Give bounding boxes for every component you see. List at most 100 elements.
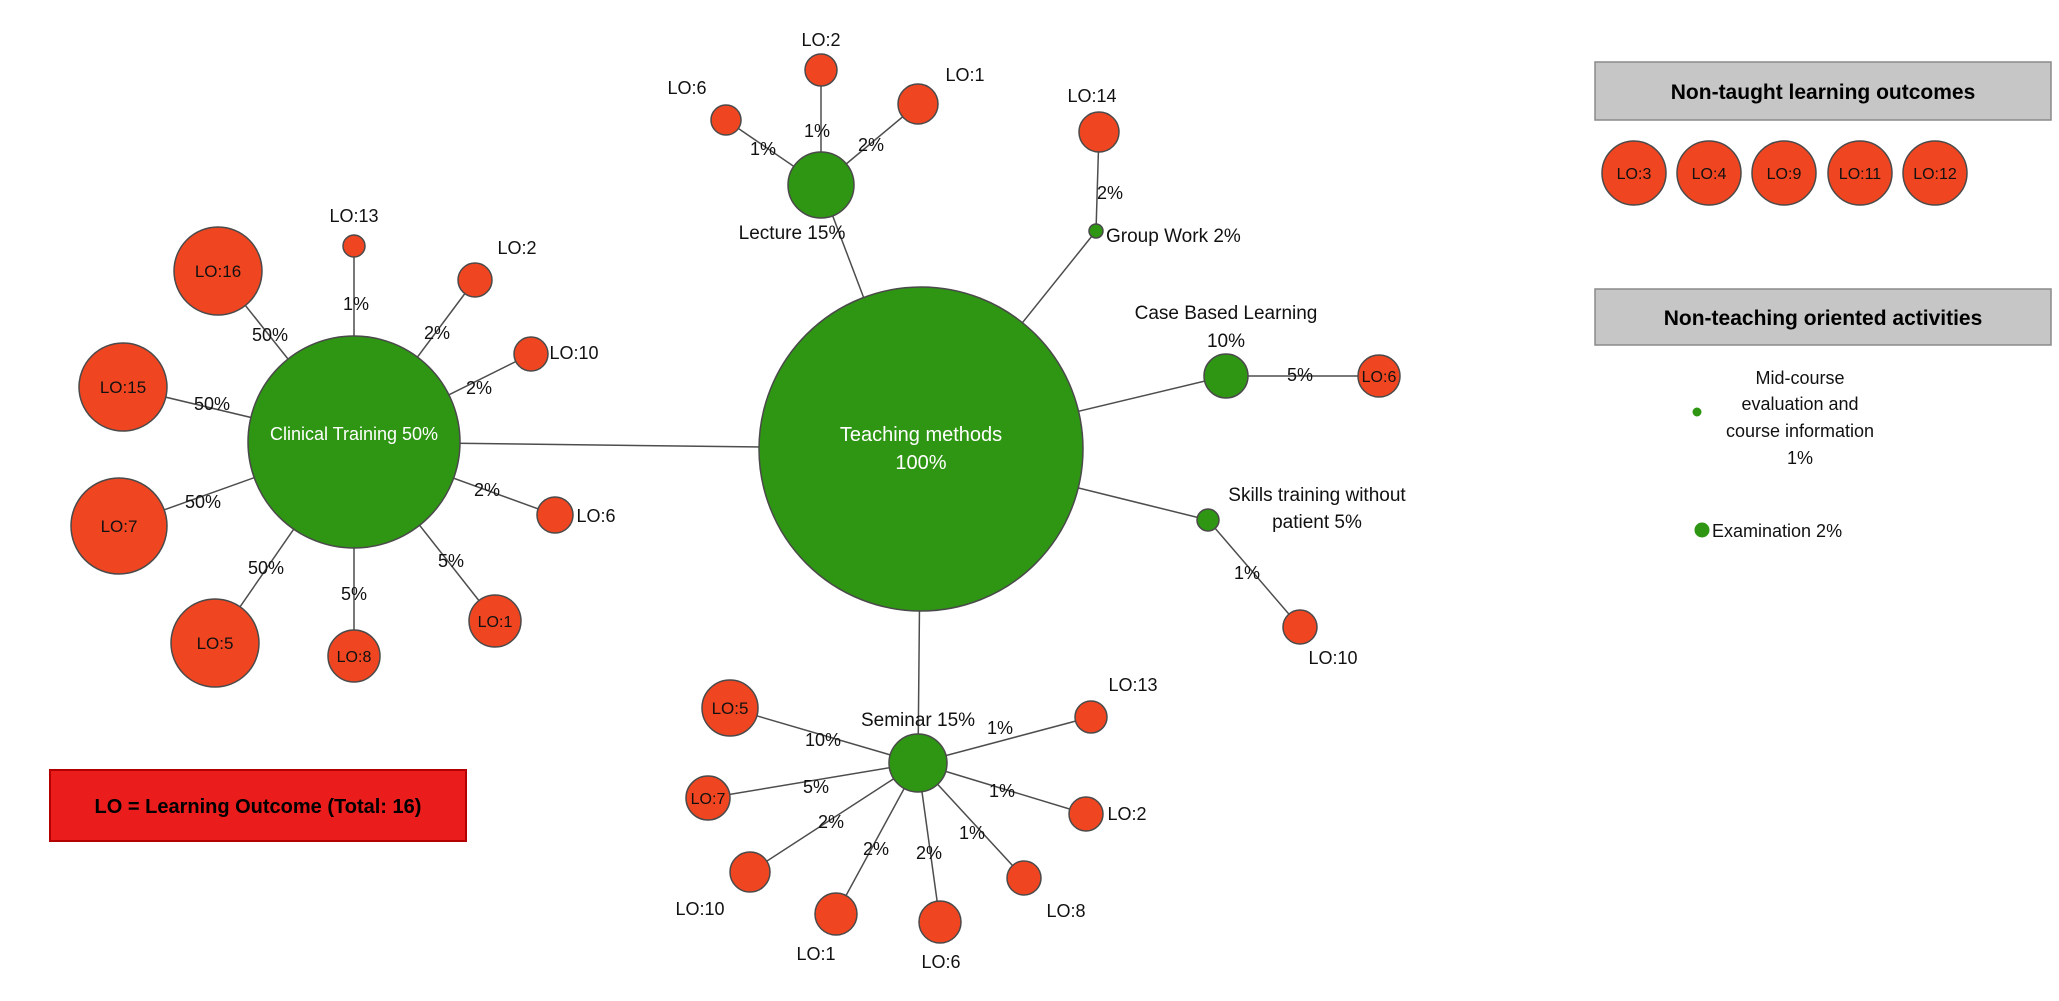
- edge-percentage-clinical-cl-lo13: 1%: [343, 294, 369, 314]
- edge-seminar-sem-lo5: [729, 707, 919, 764]
- node-label-clinical: Clinical Training 50%: [270, 424, 438, 444]
- edge-percentage-seminar-sem-lo1: 2%: [863, 839, 889, 859]
- edge-seminar-sem-lo13: [917, 716, 1092, 764]
- node-label-teaching: Teaching methods: [840, 424, 1002, 446]
- node-label-seminar: Seminar 15%: [861, 710, 975, 731]
- outcome-node-cl-lo10: [513, 336, 549, 372]
- outcome-node-cl-lo7: [70, 477, 168, 575]
- method-node-lecture: [787, 151, 855, 219]
- node-label-lec-lo6: LO:6: [667, 78, 706, 98]
- method-node-seminar: [888, 733, 948, 793]
- node-label-sem-lo10: LO:10: [675, 899, 724, 919]
- node-label-skills: patient 5%: [1272, 512, 1362, 533]
- outcome-node-sem-lo5: [701, 679, 759, 737]
- outcome-node-lec-lo2: [804, 53, 838, 87]
- node-label-cl-lo16: LO:16: [195, 262, 241, 281]
- activity-label-examination: Examination 2%: [1712, 521, 1842, 541]
- panel-outcome-node-LO:4: [1676, 140, 1742, 206]
- outcome-node-sem-lo7: [685, 775, 731, 821]
- outcome-node-sem-lo6: [918, 900, 962, 944]
- edge-percentage-groupwork-gw-lo14: 2%: [1097, 183, 1123, 203]
- edge-percentage-lecture-lec-lo6: 1%: [750, 139, 776, 159]
- activity-label-mid-course-evaluation: course information: [1726, 421, 1874, 441]
- edge-seminar-sem-lo7: [707, 762, 919, 799]
- node-label-cl-lo8: LO:8: [337, 649, 372, 666]
- edge-percentage-clinical-cl-lo8: 5%: [341, 584, 367, 604]
- panel-outcome-node-LO:9: [1751, 140, 1817, 206]
- edge-percentage-skills-sk-lo10: 1%: [1234, 563, 1260, 583]
- node-label-sem-lo13: LO:13: [1108, 675, 1157, 695]
- node-label-cl-lo5: LO:5: [197, 634, 234, 653]
- method-node-teaching: [758, 286, 1084, 612]
- node-label-cl-lo6: LO:6: [576, 506, 615, 526]
- legend-label: LO = Learning Outcome (Total: 16): [95, 796, 422, 818]
- node-label-cl-lo1: LO:1: [478, 614, 513, 631]
- edge-percentage-seminar-sem-lo10: 2%: [818, 812, 844, 832]
- panel-outcome-node-LO:11: [1827, 140, 1893, 206]
- panel-outcome-node-LO:12: [1902, 140, 1968, 206]
- panel-title-non-teaching: Non-teaching oriented activities: [1664, 307, 1983, 330]
- node-label-teaching: 100%: [895, 452, 946, 474]
- edge-percentage-seminar-sem-lo2: 1%: [989, 781, 1015, 801]
- activity-label-mid-course-evaluation: evaluation and: [1741, 394, 1858, 414]
- node-label-cl-lo13: LO:13: [329, 206, 378, 226]
- outcome-node-cl-lo8: [327, 629, 381, 683]
- edge-percentage-clinical-cl-lo1: 5%: [438, 551, 464, 571]
- node-label-cl-lo7: LO:7: [101, 517, 138, 536]
- method-node-cbl: [1203, 353, 1249, 399]
- node-label-lec-lo2: LO:2: [801, 30, 840, 50]
- edge-skills-sk-lo10: [1207, 519, 1301, 628]
- panel-outcome-label: LO:12: [1913, 166, 1957, 183]
- outcome-node-sem-lo8: [1006, 860, 1042, 896]
- panel-outcome-label: LO:4: [1692, 166, 1727, 183]
- node-label-cbl: Case Based Learning: [1135, 303, 1318, 324]
- edge-percentage-seminar-sem-lo5: 10%: [805, 730, 841, 750]
- edge-percentage-clinical-cl-lo2: 2%: [424, 323, 450, 343]
- node-label-lecture: Lecture 15%: [739, 223, 846, 244]
- activity-label-mid-course-evaluation: 1%: [1787, 448, 1813, 468]
- panel-title-non-taught: Non-taught learning outcomes: [1671, 81, 1976, 104]
- node-label-cl-lo15: LO:15: [100, 378, 146, 397]
- node-label-sem-lo5: LO:5: [712, 699, 749, 718]
- outcome-node-cbl-lo6: [1357, 354, 1401, 398]
- edge-percentage-clinical-cl-lo15: 50%: [194, 394, 230, 414]
- panel-header-non-teaching: [1594, 288, 2052, 346]
- outcome-node-sem-lo10: [729, 851, 771, 893]
- node-label-lec-lo1: LO:1: [945, 65, 984, 85]
- outcome-node-cl-lo1: [468, 594, 522, 648]
- outcome-node-cl-lo15: [78, 342, 168, 432]
- panel-outcome-label: LO:11: [1839, 166, 1882, 183]
- edge-percentage-seminar-sem-lo13: 1%: [987, 718, 1013, 738]
- edge-percentage-clinical-cl-lo6: 2%: [474, 480, 500, 500]
- node-label-gw-lo14: LO:14: [1067, 86, 1116, 106]
- legend-box: [49, 769, 467, 842]
- outcome-node-sem-lo13: [1074, 700, 1108, 734]
- activity-label-mid-course-evaluation: Mid-course: [1755, 368, 1844, 388]
- edge-percentage-clinical-cl-lo5: 50%: [248, 558, 284, 578]
- edge-percentage-clinical-cl-lo10: 2%: [466, 378, 492, 398]
- edge-percentage-seminar-sem-lo7: 5%: [803, 777, 829, 797]
- node-label-skills: Skills training without: [1228, 485, 1406, 506]
- panel-header-non-taught: [1594, 61, 2052, 121]
- outcome-node-sem-lo2: [1068, 796, 1104, 832]
- edge-percentage-seminar-sem-lo8: 1%: [959, 823, 985, 843]
- edge-percentage-cbl-cbl-lo6: 5%: [1287, 365, 1313, 385]
- panel-outcome-label: LO:9: [1767, 166, 1802, 183]
- node-label-cbl-lo6: LO:6: [1362, 369, 1397, 386]
- node-label-cl-lo2: LO:2: [497, 238, 536, 258]
- outcome-node-cl-lo2: [457, 262, 493, 298]
- panel-outcome-label: LO:3: [1617, 166, 1652, 183]
- outcome-node-cl-lo16: [173, 226, 263, 316]
- method-node-clinical: [247, 335, 461, 549]
- method-node-groupwork: [1088, 223, 1104, 239]
- node-label-cbl: 10%: [1207, 331, 1245, 352]
- node-label-groupwork: Group Work 2%: [1106, 226, 1241, 247]
- outcome-node-lec-lo1: [897, 83, 939, 125]
- node-label-cl-lo10: LO:10: [549, 343, 598, 363]
- panel-outcome-node-LO:3: [1601, 140, 1667, 206]
- edge-seminar-sem-lo10: [749, 762, 919, 873]
- node-label-sem-lo2: LO:2: [1107, 804, 1146, 824]
- edge-percentage-clinical-cl-lo16: 50%: [252, 325, 288, 345]
- node-label-sem-lo7: LO:7: [691, 791, 726, 808]
